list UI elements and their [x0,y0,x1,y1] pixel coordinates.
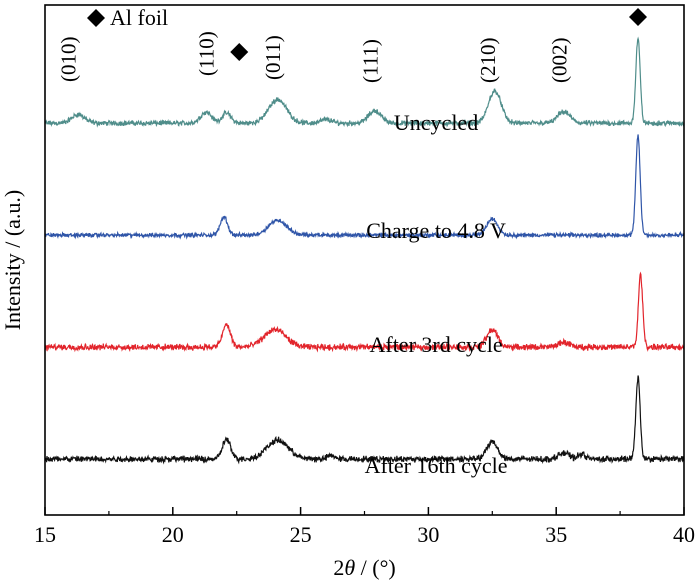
x-tick-label: 30 [417,522,439,547]
x-tick-label: 15 [34,522,56,547]
series-label-4: After 16th cycle [365,453,508,478]
peak-annotation: (111) [358,39,382,83]
series-line-3 [44,271,685,353]
peak-annotation: (002) [547,38,571,84]
legend-al-foil-label: Al foil [110,5,168,30]
plot-labels: Uncycled Charge to 4.8 V After 3rd cycle Af… [57,5,647,478]
al-foil-diamond-icon [628,8,647,26]
series-label-3: After 3rd cycle [369,332,502,357]
al-foil-diamond-icon [230,43,249,61]
peak-annotation: (010) [57,37,81,83]
series-label-1: Uncycled [394,110,478,135]
x-tick-label: 20 [162,522,184,547]
series-line-4 [44,375,685,465]
y-axis-label: Intensity / (a.u.) [0,190,25,331]
x-tick-label: 25 [290,522,312,547]
al-foil-diamond-icon [87,9,105,27]
x-axis-label: 2θ / (°) [333,555,395,580]
x-axis: 15 20 25 30 35 40 [34,507,695,547]
x-tick-label: 35 [545,522,567,547]
series-line-1 [44,36,685,128]
peak-annotation: (210) [476,38,500,83]
series-label-2: Charge to 4.8 V [366,218,506,243]
x-tick-label: 40 [673,522,695,547]
peak-annotation: (011) [261,35,285,80]
series-line-2 [44,134,685,240]
peak-annotation: (110) [195,31,219,76]
plot-traces [44,36,685,465]
